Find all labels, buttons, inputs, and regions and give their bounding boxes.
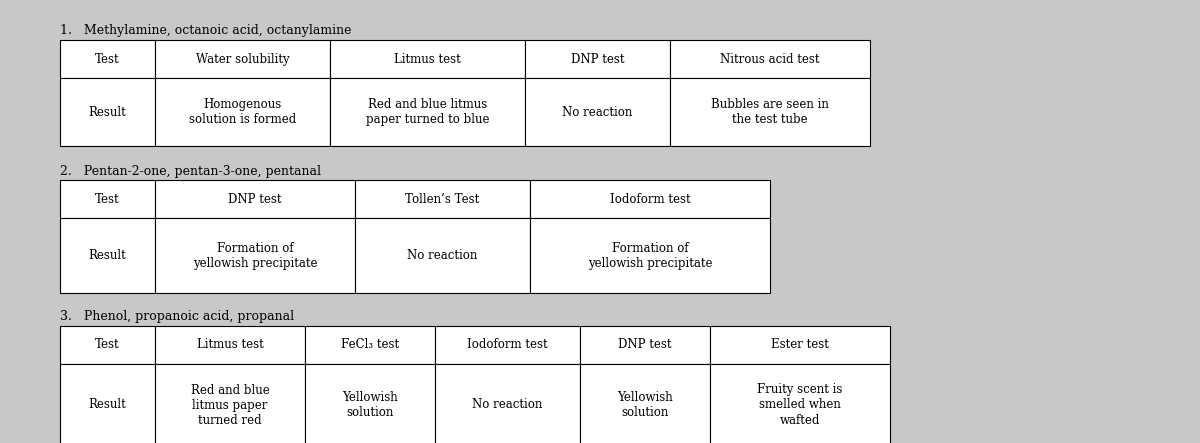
Bar — [526, 78, 670, 146]
Text: Water solubility: Water solubility — [196, 53, 289, 66]
Bar — [436, 364, 580, 443]
Bar — [710, 326, 890, 364]
Bar — [355, 180, 530, 218]
Text: DNP test: DNP test — [571, 53, 624, 66]
Bar — [330, 78, 526, 146]
Bar — [670, 78, 870, 146]
Bar — [330, 40, 526, 78]
Bar — [530, 180, 770, 218]
Bar — [60, 218, 155, 293]
Text: Result: Result — [89, 399, 126, 412]
Text: Bubbles are seen in
the test tube: Bubbles are seen in the test tube — [712, 98, 829, 126]
Text: 1.   Methylamine, octanoic acid, octanylamine: 1. Methylamine, octanoic acid, octanylam… — [60, 24, 352, 37]
Text: FeCl₃ test: FeCl₃ test — [341, 338, 400, 351]
Text: Test: Test — [95, 193, 120, 206]
Text: 2.   Pentan-2-one, pentan-3-one, pentanal: 2. Pentan-2-one, pentan-3-one, pentanal — [60, 165, 322, 178]
Text: Test: Test — [95, 53, 120, 66]
Bar — [60, 326, 155, 364]
Bar — [60, 40, 155, 78]
Bar — [355, 218, 530, 293]
Text: Red and blue
litmus paper
turned red: Red and blue litmus paper turned red — [191, 384, 269, 427]
Text: Iodoform test: Iodoform test — [467, 338, 548, 351]
Text: Nitrous acid test: Nitrous acid test — [720, 53, 820, 66]
Text: Result: Result — [89, 105, 126, 118]
Text: 3.   Phenol, propanoic acid, propanal: 3. Phenol, propanoic acid, propanal — [60, 310, 294, 323]
Bar — [305, 364, 436, 443]
Bar — [60, 180, 155, 218]
Text: No reaction: No reaction — [407, 249, 478, 262]
Text: Yellowish
solution: Yellowish solution — [342, 391, 398, 419]
Bar — [155, 326, 305, 364]
Bar — [155, 180, 355, 218]
Text: Ester test: Ester test — [772, 338, 829, 351]
Bar — [710, 364, 890, 443]
Text: No reaction: No reaction — [563, 105, 632, 118]
Bar — [155, 78, 330, 146]
Text: Formation of
yellowish precipitate: Formation of yellowish precipitate — [588, 241, 713, 269]
Text: DNP test: DNP test — [228, 193, 282, 206]
Text: Fruity scent is
smelled when
wafted: Fruity scent is smelled when wafted — [757, 384, 842, 427]
Text: Tollen’s Test: Tollen’s Test — [406, 193, 480, 206]
Bar — [305, 326, 436, 364]
Text: No reaction: No reaction — [473, 399, 542, 412]
Text: Test: Test — [95, 338, 120, 351]
Bar — [580, 364, 710, 443]
Text: Formation of
yellowish precipitate: Formation of yellowish precipitate — [193, 241, 317, 269]
Bar — [155, 40, 330, 78]
Text: Iodoform test: Iodoform test — [610, 193, 690, 206]
Bar — [60, 364, 155, 443]
Text: Litmus test: Litmus test — [394, 53, 461, 66]
Text: Red and blue litmus
paper turned to blue: Red and blue litmus paper turned to blue — [366, 98, 490, 126]
Bar — [436, 326, 580, 364]
Bar — [526, 40, 670, 78]
Bar — [580, 326, 710, 364]
Bar — [60, 78, 155, 146]
Bar — [530, 218, 770, 293]
Text: Homogenous
solution is formed: Homogenous solution is formed — [188, 98, 296, 126]
Bar — [670, 40, 870, 78]
Text: Result: Result — [89, 249, 126, 262]
Bar — [155, 364, 305, 443]
Bar — [155, 218, 355, 293]
Text: DNP test: DNP test — [618, 338, 672, 351]
Text: Litmus test: Litmus test — [197, 338, 263, 351]
Text: Yellowish
solution: Yellowish solution — [617, 391, 673, 419]
